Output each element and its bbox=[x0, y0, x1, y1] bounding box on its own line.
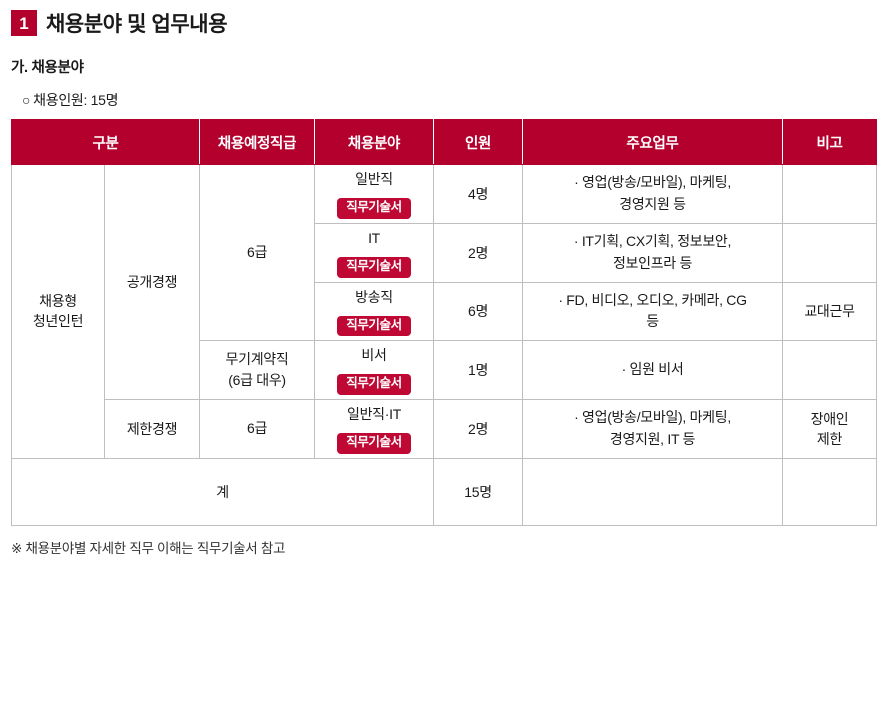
cell-headcount: 4명 bbox=[433, 164, 523, 224]
column-header-note: 비고 bbox=[782, 119, 877, 165]
cell-grade: 6급 bbox=[199, 163, 315, 342]
cell-duty: · 영업(방송/모바일), 마케팅, 경영지원, IT 등 bbox=[522, 399, 783, 459]
cell-note: 장애인 제한 bbox=[782, 399, 877, 459]
circle-bullet-icon: ○ bbox=[22, 92, 31, 108]
cell-note bbox=[782, 164, 877, 224]
footnote: ※ 채용분야별 자세한 직무 이해는 직무기술서 참고 bbox=[11, 540, 286, 556]
cell-headcount: 2명 bbox=[433, 222, 523, 283]
table-row: IT 직무기술서 2명 · IT기획, CX기획, 정보보안, 정보인프라 등 bbox=[12, 222, 877, 283]
job-description-button[interactable]: 직무기술서 bbox=[337, 374, 411, 395]
job-description-button[interactable]: 직무기술서 bbox=[337, 198, 411, 219]
cell-note bbox=[782, 340, 877, 400]
column-header-grade: 채용예정직급 bbox=[199, 119, 315, 165]
cell-category: 채용형 청년인턴 bbox=[11, 164, 105, 459]
cell-grade: 무기계약직 (6급 대우) bbox=[199, 340, 315, 400]
column-header-headcount: 인원 bbox=[433, 119, 523, 165]
section-title: 1 채용분야 및 업무내용 bbox=[0, 0, 887, 40]
table-total-row: 계 15명 bbox=[11, 457, 877, 526]
cell-grade: 6급 bbox=[199, 399, 315, 459]
field-label: 방송직 bbox=[355, 288, 393, 305]
cell-headcount: 6명 bbox=[433, 281, 523, 342]
section-number-badge: 1 bbox=[11, 10, 37, 36]
cell-field: 방송직 직무기술서 bbox=[314, 281, 434, 342]
column-header-category: 구분 bbox=[11, 119, 200, 165]
table-header-row: 구분 채용예정직급 채용분야 인원 주요업무 비고 bbox=[11, 119, 877, 165]
cell-total-label: 계 bbox=[11, 457, 434, 526]
recruitment-table-wrapper: 구분 채용예정직급 채용분야 인원 주요업무 비고 채용형 청년인턴 공개경쟁 6… bbox=[11, 119, 877, 526]
page-title: 채용분야 및 업무내용 bbox=[46, 13, 228, 36]
cell-note: 교대근무 bbox=[782, 281, 877, 342]
cell-competition-open: 공개경쟁 bbox=[104, 164, 200, 400]
cell-field: 일반직·IT 직무기술서 bbox=[314, 399, 434, 459]
cell-duty: · 임원 비서 bbox=[522, 340, 783, 400]
cell-headcount: 2명 bbox=[433, 399, 523, 459]
cell-field: IT 직무기술서 bbox=[314, 222, 434, 283]
field-label: 일반직·IT bbox=[347, 406, 401, 422]
headcount-summary-text: 채용인원: 15명 bbox=[33, 92, 119, 108]
job-description-button[interactable]: 직무기술서 bbox=[337, 256, 411, 278]
cell-headcount: 1명 bbox=[433, 340, 523, 400]
job-description-button[interactable]: 직무기술서 bbox=[337, 433, 411, 454]
cell-total-headcount: 15명 bbox=[433, 457, 523, 526]
field-label: 일반직 bbox=[355, 171, 393, 187]
sub-heading: 가. 채용분야 bbox=[11, 60, 84, 76]
cell-field: 일반직 직무기술서 bbox=[314, 164, 434, 224]
job-description-button[interactable]: 직무기술서 bbox=[337, 315, 411, 337]
field-label: 비서 bbox=[361, 347, 387, 364]
table-row: 방송직 직무기술서 6명 · FD, 비디오, 오디오, 카메라, CG 등 교… bbox=[12, 281, 877, 342]
cell-total-duty bbox=[522, 457, 783, 526]
cell-competition-limited: 제한경쟁 bbox=[104, 399, 200, 459]
headcount-summary: ○ 채용인원: 15명 bbox=[22, 90, 887, 110]
cell-duty: · FD, 비디오, 오디오, 카메라, CG 등 bbox=[522, 281, 783, 342]
cell-total-note bbox=[782, 457, 877, 526]
cell-duty: · IT기획, CX기획, 정보보안, 정보인프라 등 bbox=[522, 222, 783, 283]
recruitment-table: 구분 채용예정직급 채용분야 인원 주요업무 비고 채용형 청년인턴 공개경쟁 6… bbox=[11, 119, 877, 526]
table-row: 채용형 청년인턴 공개경쟁 6급 일반직 직무기술서 4명 · 영업(방송/모바일… bbox=[11, 163, 877, 459]
field-label: IT bbox=[368, 229, 380, 246]
table-row: 무기계약직 (6급 대우) 비서 직무기술서 1명 · 임원 비서 bbox=[12, 340, 877, 400]
cell-field: 비서 직무기술서 bbox=[314, 340, 434, 400]
table-row: 제한경쟁 6급 일반직·IT 직무기술서 2명 · 영업(방송/모바일), 마케… bbox=[12, 399, 877, 459]
column-header-field: 채용분야 bbox=[314, 119, 434, 165]
cell-duty: · 영업(방송/모바일), 마케팅, 경영지원 등 bbox=[522, 164, 783, 224]
cell-note bbox=[782, 222, 877, 283]
column-header-duty: 주요업무 bbox=[522, 119, 783, 165]
